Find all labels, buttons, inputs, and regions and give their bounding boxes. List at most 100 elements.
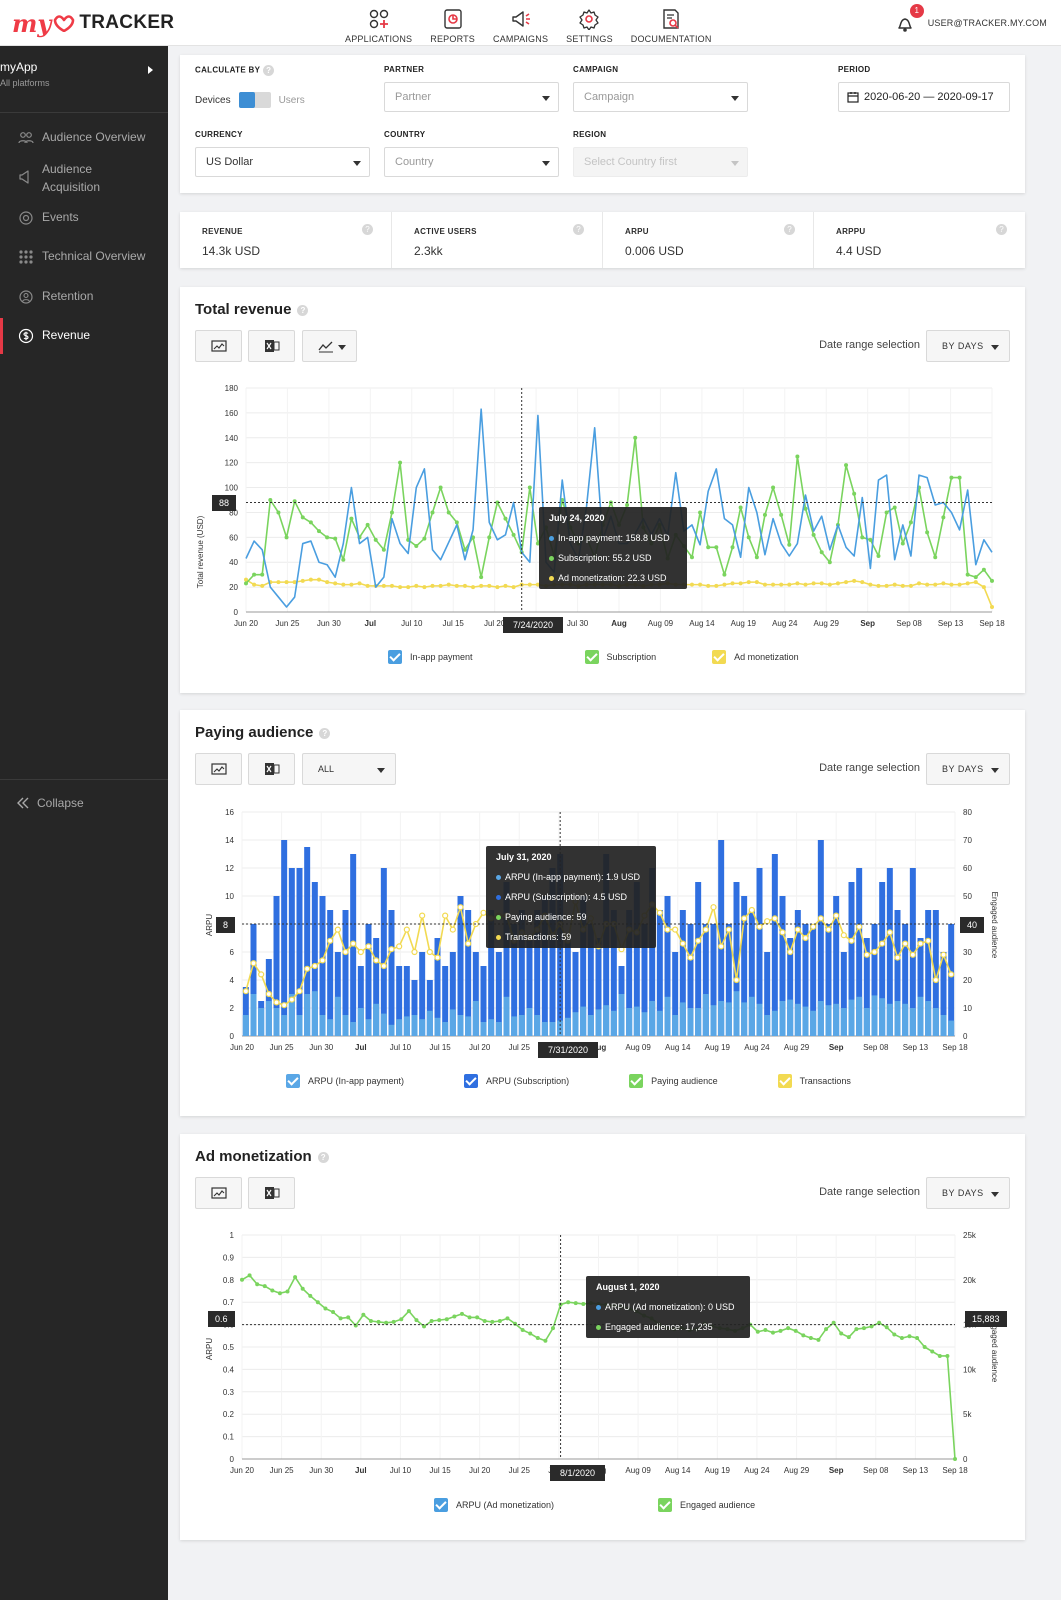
- arpu-subscription-bar: [449, 952, 456, 1036]
- arpu-subscription-bar: [733, 882, 740, 1036]
- nav-settings[interactable]: SETTINGS: [566, 0, 613, 46]
- nav-applications[interactable]: APPLICATIONS: [345, 0, 412, 46]
- by-days-select[interactable]: BY DAYS: [926, 1177, 1010, 1209]
- export-excel-button[interactable]: [248, 1177, 295, 1209]
- sidebar-item-label: Audience Overview: [42, 130, 146, 144]
- table-view-button[interactable]: [195, 753, 242, 785]
- transactions-point: [909, 951, 916, 958]
- ad-monetization-point: [527, 582, 532, 587]
- platform-filter-select[interactable]: ALL: [302, 753, 396, 785]
- engaged-audience-point: [270, 1288, 275, 1293]
- y-tick-label: 0.3: [223, 1388, 235, 1397]
- transactions-point: [411, 948, 418, 956]
- technical-icon: [19, 250, 33, 264]
- transactions-point: [940, 951, 947, 958]
- engaged-audience-point: [505, 1316, 510, 1321]
- chart-type-button[interactable]: [302, 330, 357, 362]
- export-excel-button[interactable]: [248, 330, 295, 362]
- arpu-subscription-bar: [687, 924, 694, 1036]
- legend-subscription[interactable]: Subscription: [584, 650, 656, 664]
- help-icon[interactable]: ?: [573, 224, 584, 235]
- subscription-point: [762, 512, 767, 517]
- notifications-button[interactable]: 1: [894, 4, 924, 34]
- help-icon[interactable]: ?: [317, 1151, 329, 1163]
- legend-arpu-in-app[interactable]: ARPU (In-app payment): [286, 1074, 404, 1088]
- x-tick-label: Aug 14: [665, 1043, 691, 1052]
- ad-monetization-point: [706, 583, 711, 588]
- by-days-select[interactable]: BY DAYS: [926, 753, 1010, 785]
- sidebar-item-events[interactable]: Events: [0, 210, 168, 226]
- nav-reports[interactable]: REPORTS: [430, 0, 475, 46]
- app-selector-name[interactable]: myApp: [0, 60, 38, 74]
- help-icon[interactable]: ?: [784, 224, 795, 235]
- legend-transactions[interactable]: Transactions: [777, 1074, 851, 1088]
- arpu-in-app-bar: [725, 1002, 732, 1036]
- table-view-button[interactable]: [195, 330, 242, 362]
- by-days-select[interactable]: BY DAYS: [926, 330, 1010, 362]
- sidebar-item-audience-acquisition[interactable]: Audience Acquisition: [0, 160, 168, 196]
- revenue-legend: In-app payment Subscription Ad monetizat…: [388, 650, 859, 664]
- y2-tick-label: 10k: [963, 1365, 977, 1374]
- transactions-point: [273, 999, 280, 1006]
- ad-monetization-point: [762, 582, 767, 587]
- legend-ad-monetization[interactable]: Ad monetization: [712, 650, 799, 664]
- sidebar-item-retention[interactable]: Retention: [0, 289, 168, 305]
- legend-arpu-ad[interactable]: ARPU (Ad monetization): [434, 1498, 554, 1512]
- ad-monetization-point: [462, 583, 467, 588]
- partner-select[interactable]: Partner: [384, 82, 559, 112]
- ad-monetization-chart[interactable]: ARPU Engaged audience 0 0.1 0.2 0.3 0.4 0.5 0.…: [180, 1229, 1025, 1489]
- help-icon[interactable]: ?: [996, 224, 1007, 235]
- x-tick-label: Jul 20: [484, 619, 506, 628]
- app-selector-arrow-icon[interactable]: [148, 66, 153, 74]
- period-picker[interactable]: 2020-06-20 — 2020-09-17: [838, 82, 1010, 112]
- arpu-subscription-bar: [802, 924, 809, 1036]
- arpu-subscription-bar: [741, 896, 748, 1036]
- y-tick-label: 80: [229, 508, 238, 517]
- calculate-by-toggle[interactable]: [238, 92, 271, 108]
- arpu-in-app-bar: [940, 1015, 947, 1036]
- arpu-subscription-bar: [518, 910, 525, 1036]
- arpu-in-app-bar: [649, 1001, 656, 1036]
- nav-campaigns[interactable]: CAMPAIGNS: [493, 0, 548, 46]
- mytracker-logo[interactable]: my TRACKER: [12, 8, 174, 38]
- nav-documentation[interactable]: DOCUMENTATION: [631, 0, 712, 46]
- devices-option[interactable]: Devices: [195, 94, 231, 106]
- legend-paying-audience[interactable]: Paying audience: [629, 1074, 718, 1088]
- subscription-point: [389, 510, 394, 515]
- country-select[interactable]: Country: [384, 147, 559, 177]
- subscription-point: [487, 535, 492, 540]
- arpu-subscription-bar: [710, 924, 717, 1036]
- sidebar-item-technical-overview[interactable]: Technical Overview: [0, 249, 168, 265]
- subscription-point: [308, 520, 313, 525]
- subscription-point: [511, 532, 516, 537]
- engaged-audience-point: [293, 1275, 298, 1280]
- help-icon[interactable]: ?: [263, 65, 275, 76]
- arpu-subscription-bar: [794, 910, 801, 1036]
- ad-monetization-point: [308, 577, 313, 582]
- help-icon[interactable]: ?: [297, 304, 309, 316]
- table-view-button[interactable]: [195, 1177, 242, 1209]
- legend-arpu-subscription[interactable]: ARPU (Subscription): [464, 1074, 569, 1088]
- x-tick-label: Jun 25: [275, 619, 300, 628]
- currency-select[interactable]: US Dollar: [195, 147, 370, 177]
- sidebar-item-revenue[interactable]: Revenue: [0, 318, 168, 354]
- transactions-point: [802, 934, 809, 942]
- transactions-point: [396, 943, 403, 950]
- help-icon[interactable]: ?: [319, 727, 331, 739]
- user-email[interactable]: USER@TRACKER.MY.COM: [927, 18, 1047, 28]
- arpu-in-app-bar: [480, 1022, 487, 1036]
- campaign-select[interactable]: Campaign: [573, 82, 748, 112]
- help-icon[interactable]: ?: [362, 224, 373, 235]
- export-excel-button[interactable]: [248, 753, 295, 785]
- legend-in-app-payment[interactable]: In-app payment: [388, 650, 473, 664]
- transactions-point: [288, 996, 295, 1003]
- sidebar-collapse-button[interactable]: Collapse: [16, 796, 84, 810]
- x-tick-label: Aug 14: [665, 1466, 691, 1475]
- legend-engaged-audience[interactable]: Engaged audience: [658, 1498, 755, 1512]
- arpu-in-app-bar: [288, 994, 295, 1036]
- arpu-subscription-bar: [434, 938, 441, 1036]
- users-option[interactable]: Users: [278, 94, 305, 106]
- arpu-subscription-bar: [649, 868, 656, 1036]
- sidebar-item-audience-overview[interactable]: Audience Overview: [0, 130, 168, 146]
- y-tick-label: 180: [225, 384, 239, 393]
